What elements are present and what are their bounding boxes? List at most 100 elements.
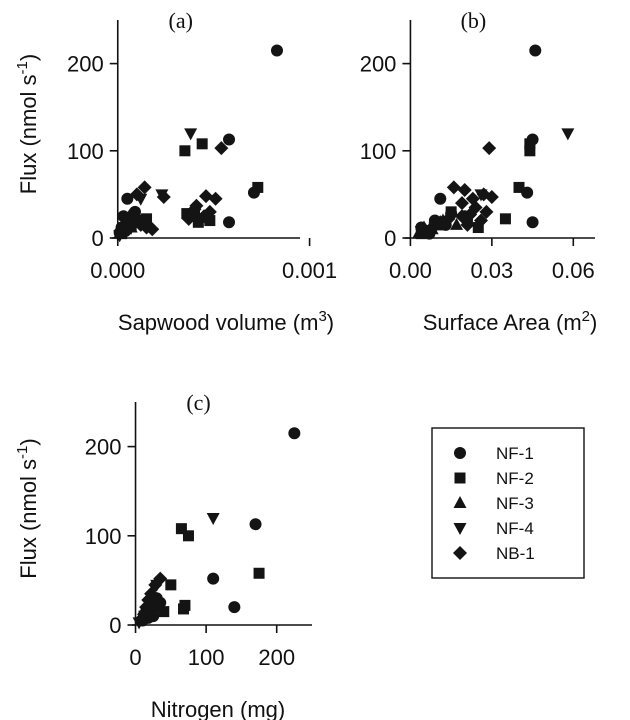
series-nb-1-c xyxy=(135,571,168,625)
legend-marker-nf-2 xyxy=(454,472,466,484)
y-tick-label-a: 100 xyxy=(67,139,104,164)
point-nf-2 xyxy=(472,222,484,234)
point-nb-1 xyxy=(482,141,497,156)
panel-c: 0 100 200 0 100 200 (c) Nitrogen (mg) Flux (nmol… xyxy=(14,390,312,720)
point-nb-1 xyxy=(118,218,133,233)
x-axis-title-b-main: Surface Area (m xyxy=(423,310,582,335)
point-nb-1 xyxy=(455,209,469,224)
y-tick-label-a: 0 xyxy=(92,226,104,251)
point-nb-1 xyxy=(187,202,202,217)
point-nf-4 xyxy=(414,226,428,239)
series-nf-1-c xyxy=(136,427,301,627)
point-nb-1 xyxy=(144,591,159,606)
panel-b: 0 100 200 0.00 0.03 0.06 (b) Surface Area (m2) xyxy=(360,8,598,335)
point-nb-1 xyxy=(145,222,160,237)
x-axis-title-a-sup: 3 xyxy=(318,308,326,325)
point-nf-4 xyxy=(561,128,575,141)
point-nf-1 xyxy=(121,192,134,205)
x-axis-title-c-main: Nitrogen (mg) xyxy=(151,697,285,720)
point-nf-2 xyxy=(165,579,177,591)
point-nb-1 xyxy=(149,600,164,615)
point-nf-1 xyxy=(288,427,301,440)
point-nb-1 xyxy=(484,190,499,205)
x-tick-label-b: 0.06 xyxy=(552,258,595,283)
y-axis-title-a-tail: ) xyxy=(16,54,41,61)
y-tick-label-a: 200 xyxy=(67,52,104,77)
point-nf-2 xyxy=(141,213,153,225)
point-nf-2 xyxy=(192,216,204,228)
x-axis-title-b-sup: 2 xyxy=(582,308,590,325)
legend-label-nf-4: NF-4 xyxy=(496,519,534,538)
legend-marker-nf-1 xyxy=(454,447,466,459)
y-tick-label-c: 200 xyxy=(85,435,122,460)
legend-label-nf-1: NF-1 xyxy=(496,444,534,463)
y-tick-label-c: 0 xyxy=(109,613,121,638)
point-nb-1 xyxy=(479,204,494,219)
legend-marker-nf-4 xyxy=(453,523,467,535)
legend-label-nb-1: NB-1 xyxy=(496,544,535,563)
point-nb-1 xyxy=(460,217,475,232)
y-tick-label-b: 0 xyxy=(384,226,396,251)
y-axis-title-a: Flux (nmol s-1) xyxy=(14,54,41,194)
point-nf-4 xyxy=(113,230,127,243)
y-axis-title-c: Flux (nmol s-1) xyxy=(14,438,41,578)
point-nb-1 xyxy=(197,209,212,224)
y-axis-title-c-main: Flux (nmol s xyxy=(16,459,41,579)
y-tick-label-b: 200 xyxy=(360,52,397,77)
x-axis-title-a-tail: ) xyxy=(327,310,334,335)
point-nf-1 xyxy=(529,44,542,57)
legend-label-nf-3: NF-3 xyxy=(496,494,534,513)
series-nb-1-b xyxy=(425,141,499,235)
point-nb-1 xyxy=(455,196,469,211)
point-nf-1 xyxy=(434,192,447,205)
point-nf-2 xyxy=(182,530,194,542)
point-nb-1 xyxy=(137,180,152,195)
x-tick-label-a: 0.001 xyxy=(282,258,337,283)
point-nb-1 xyxy=(425,220,440,235)
point-nf-2 xyxy=(175,523,187,535)
y-tick-label-c: 100 xyxy=(85,524,122,549)
legend-label-nf-2: NF-2 xyxy=(496,469,534,488)
x-axis-title-b-tail: ) xyxy=(590,310,597,335)
point-nf-2 xyxy=(445,206,457,218)
point-nf-2 xyxy=(158,606,170,618)
x-tick-label-a: 0.000 xyxy=(90,258,145,283)
point-nf-2 xyxy=(204,215,216,227)
x-tick-label-b: 0.03 xyxy=(470,258,513,283)
y-axis-title-c-tail: ) xyxy=(16,438,41,445)
point-nf-3 xyxy=(450,217,464,230)
x-axis-title-a: Sapwood volume (m3) xyxy=(118,308,334,335)
legend-marker-nf-3 xyxy=(453,496,467,508)
y-axis-title-a-main: Flux (nmol s xyxy=(16,74,41,194)
point-nf-2 xyxy=(513,181,525,193)
point-nb-1 xyxy=(208,191,223,206)
point-nf-1 xyxy=(207,572,220,585)
x-axis-title-c: Nitrogen (mg) xyxy=(151,697,285,720)
point-nf-1 xyxy=(223,133,236,146)
point-nb-1 xyxy=(181,211,196,226)
point-nb-1 xyxy=(474,213,488,228)
y-axis-title-a-sup: -1 xyxy=(14,61,31,74)
point-nb-1 xyxy=(156,190,171,205)
point-nb-1 xyxy=(457,183,472,198)
point-nb-1 xyxy=(214,141,229,156)
legend-marker-nb-1 xyxy=(453,546,467,560)
point-nf-2 xyxy=(499,213,511,225)
point-nf-2 xyxy=(178,603,190,615)
point-nf-2 xyxy=(196,138,208,150)
x-tick-label-c: 0 xyxy=(129,645,141,670)
panel-label-b: (b) xyxy=(461,8,487,33)
x-tick-label-c: 100 xyxy=(188,645,225,670)
point-nf-2 xyxy=(524,145,536,157)
point-nf-1 xyxy=(270,44,283,57)
y-axis-title-c-sup: -1 xyxy=(14,446,31,459)
series-nb-1-a xyxy=(118,141,229,237)
point-nf-4 xyxy=(206,512,220,525)
point-nf-2 xyxy=(253,567,265,579)
y-tick-label-b: 100 xyxy=(360,139,397,164)
point-nf-1 xyxy=(526,216,539,229)
point-nf-2 xyxy=(179,145,191,157)
point-nf-1 xyxy=(249,518,262,531)
